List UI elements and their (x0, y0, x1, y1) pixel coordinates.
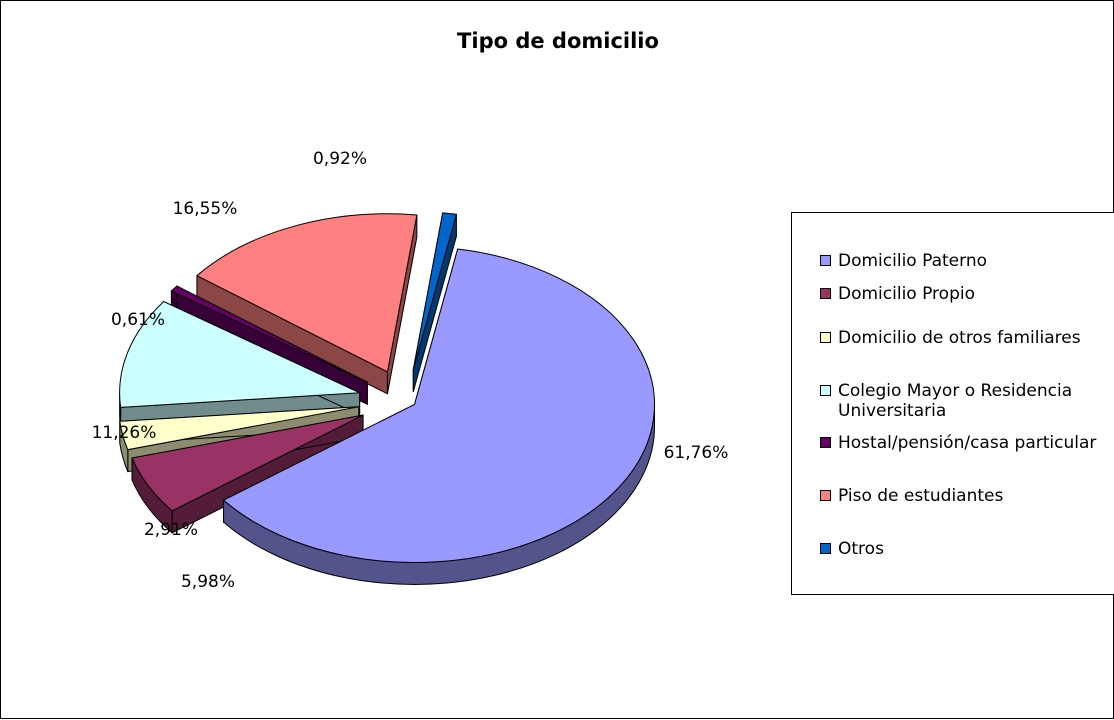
legend-label: Domicilio Paterno (838, 251, 987, 271)
legend-label: Piso de estudiantes (838, 486, 1004, 506)
legend-swatch (820, 332, 831, 343)
data-label: 11,26% (92, 423, 157, 443)
legend-label: Colegio Mayor o Residencia Universitaria (838, 381, 1073, 421)
legend-swatch (820, 255, 831, 266)
pie-slice-domicilio-paterno (222, 248, 656, 563)
data-label: 2,91% (144, 520, 198, 540)
pie-tops (119, 212, 656, 563)
legend-label: Domicilio de otros familiares (838, 328, 1081, 348)
data-label: 5,98% (181, 572, 235, 592)
pie-slice-domicilio-propio (131, 414, 364, 512)
pie-slice-hostal-pensi-n-casa-particular (170, 285, 368, 383)
legend-swatch (820, 288, 831, 299)
pie-slice-otros (412, 212, 458, 370)
legend-swatch (820, 490, 831, 501)
chart-title: Tipo de domicilio (457, 29, 659, 53)
legend-label: Otros (838, 539, 884, 559)
data-label: 0,92% (313, 149, 367, 169)
legend-swatch (820, 385, 831, 396)
data-label: 61,76% (664, 443, 729, 463)
legend-swatch (820, 543, 831, 554)
pie-chart: 61,76% 5,98% 2,91% 11,26% 0,61% 16,55% 0,92% (92, 149, 729, 592)
data-label: 16,55% (173, 199, 238, 219)
legend-label: Hostal/pensión/casa particular (838, 433, 1097, 453)
pie-slice-colegio-mayor-o-residencia-universitaria (119, 300, 360, 408)
legend-label: Domicilio Propio (838, 284, 975, 304)
pie-slice-domicilio-de-otros-familiares (119, 406, 359, 451)
pie-slice-piso-de-estudiantes (196, 213, 418, 373)
data-label: 0,61% (111, 310, 165, 330)
legend-swatch (820, 437, 831, 448)
data-labels: 61,76% 5,98% 2,91% 11,26% 0,61% 16,55% 0,92% (92, 149, 729, 592)
legend: Domicilio Paterno Domicilio Propio Domic… (791, 212, 1114, 595)
